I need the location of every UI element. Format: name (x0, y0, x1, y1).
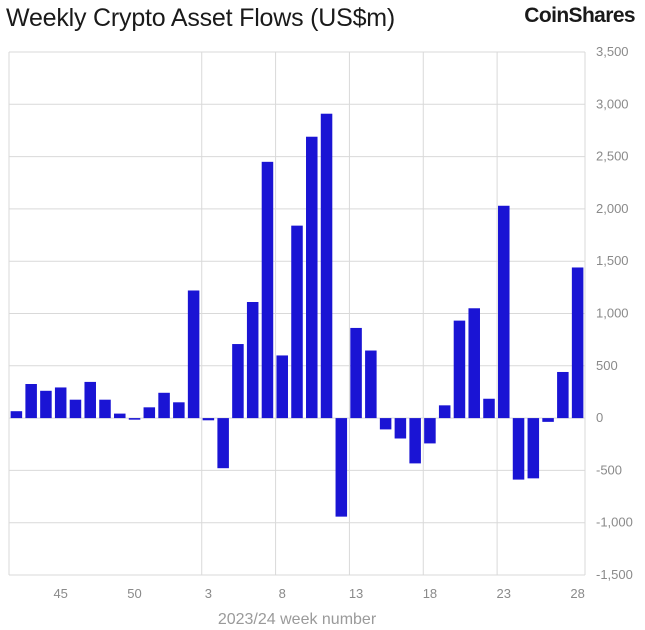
y-tick-label: -1,000 (596, 515, 633, 530)
bar-week-27 (557, 371, 569, 419)
bar-week-23 (498, 205, 510, 419)
bar-week-5 (232, 344, 244, 419)
bar-week-22 (483, 398, 495, 419)
bar-week-42 (10, 411, 23, 419)
bar-week-6 (246, 301, 259, 419)
bar-week-47 (84, 381, 96, 419)
bars (10, 113, 584, 517)
x-tick-label: 28 (570, 586, 584, 601)
bar-week-2 (187, 290, 200, 419)
bar-week-21 (468, 308, 480, 419)
x-tick-label: 18 (423, 586, 437, 601)
x-tick-label: 23 (497, 586, 511, 601)
bar-week-8 (276, 355, 288, 419)
bar-week-3 (202, 418, 215, 421)
bar-week-25 (527, 418, 540, 479)
bar-week-19 (438, 405, 451, 419)
bar-week-49 (114, 413, 126, 419)
bar-week-50 (128, 418, 141, 420)
bar-week-51 (143, 407, 156, 419)
x-tick-label: 3 (205, 586, 212, 601)
bar-week-48 (99, 399, 111, 419)
y-tick-label: 3,000 (596, 96, 629, 111)
y-tick-label: 1,500 (596, 253, 629, 268)
bar-week-16 (394, 418, 407, 439)
bar-week-1 (173, 402, 185, 419)
bar-week-18 (424, 418, 436, 444)
bar-week-24 (512, 418, 525, 480)
bar-week-44 (40, 390, 52, 419)
y-tick-label: 0 (596, 410, 603, 425)
bar-week-11 (320, 113, 333, 419)
y-tick-label: 2,000 (596, 201, 629, 216)
chart-title: Weekly Crypto Asset Flows (US$m) (6, 4, 396, 32)
bar-week-43 (25, 384, 37, 419)
bar-week-4 (217, 418, 229, 469)
bar-week-15 (379, 418, 392, 430)
brand-logo: CoinShares (524, 4, 635, 27)
x-axis-label: 2023/24 week number (218, 611, 377, 628)
grid-lines (8, 51, 586, 576)
bar-week-10 (306, 136, 318, 419)
bar-week-28 (571, 267, 584, 419)
bar-week-12 (335, 418, 348, 517)
x-tick-label: 8 (279, 586, 286, 601)
bar-week-26 (542, 418, 554, 422)
x-tick-label: 45 (53, 586, 67, 601)
y-tick-label: 2,500 (596, 149, 629, 164)
x-tick-label: 13 (349, 586, 363, 601)
y-tick-label: 1,000 (596, 306, 629, 321)
bar-week-7 (261, 161, 274, 419)
bar-week-52 (158, 392, 170, 419)
bar-week-9 (291, 225, 303, 419)
x-axis-ticks: 45 50 3 8 13 18 23 28 (53, 586, 584, 601)
bar-week-46 (69, 399, 82, 419)
bar-week-17 (409, 418, 421, 464)
x-tick-label: 50 (127, 586, 141, 601)
bar-week-45 (54, 387, 67, 419)
y-tick-label: -1,500 (596, 567, 633, 582)
bar-week-20 (453, 320, 466, 419)
y-tick-label: -500 (596, 462, 622, 477)
y-tick-label: 3,500 (596, 44, 629, 59)
bar-week-13 (350, 327, 362, 419)
y-tick-label: 500 (596, 358, 618, 373)
y-axis-ticks: 3,500 3,000 2,500 2,000 1,500 1,000 500 0 -500 -1… (596, 44, 633, 582)
bar-week-14 (365, 350, 377, 419)
